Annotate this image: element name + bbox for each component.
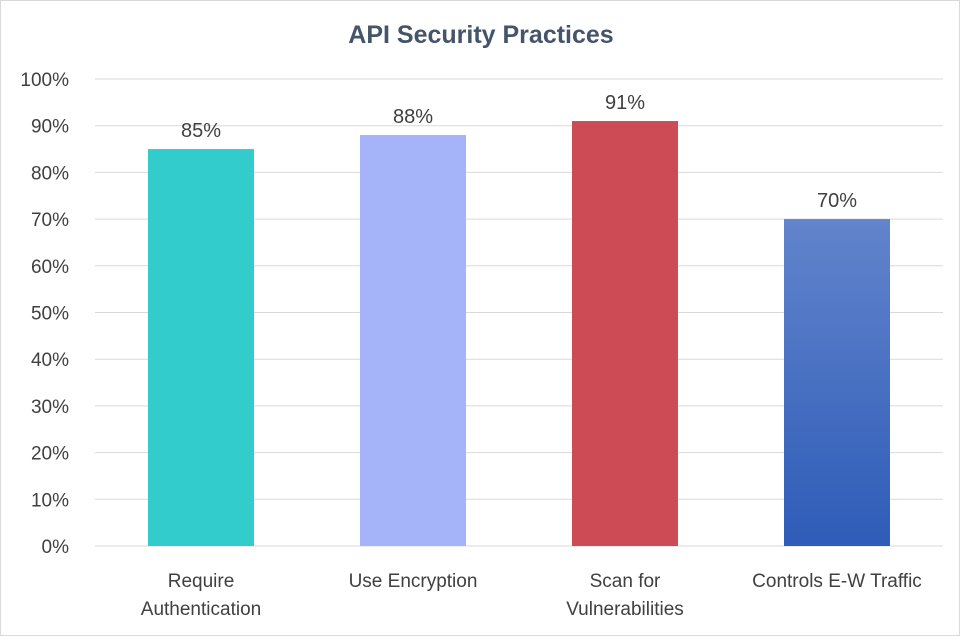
y-tick-label: 50% bbox=[31, 304, 69, 325]
y-tick-label: 90% bbox=[31, 117, 69, 138]
y-tick-label: 10% bbox=[31, 490, 69, 511]
bar bbox=[784, 219, 890, 546]
category-label: Require Authentication bbox=[141, 571, 261, 620]
bar bbox=[148, 149, 254, 547]
y-tick-label: 80% bbox=[31, 163, 69, 184]
y-tick-label: 60% bbox=[31, 257, 69, 278]
chart-title: API Security Practices bbox=[348, 21, 613, 49]
bar bbox=[572, 121, 678, 546]
category-label: Controls E-W Traffic bbox=[752, 571, 922, 592]
y-tick-label: 30% bbox=[31, 397, 69, 418]
y-tick-label: 100% bbox=[20, 70, 69, 91]
bar bbox=[360, 135, 466, 547]
y-tick-label: 0% bbox=[42, 537, 70, 558]
y-tick-label: 20% bbox=[31, 444, 69, 465]
category-label: Scan for Vulnerabilities bbox=[566, 571, 684, 620]
data-label: 88% bbox=[393, 106, 433, 128]
data-labels: 85% 88% 91% 70% bbox=[181, 92, 857, 212]
data-label: 91% bbox=[605, 92, 645, 114]
data-label: 70% bbox=[817, 190, 857, 212]
data-label: 85% bbox=[181, 120, 221, 142]
y-tick-label: 70% bbox=[31, 210, 69, 231]
y-tick-label: 40% bbox=[31, 350, 69, 371]
x-axis-category-labels: Require Authentication Use Encryption Scan … bbox=[141, 571, 922, 620]
category-label: Use Encryption bbox=[349, 571, 478, 592]
bars bbox=[148, 121, 890, 547]
y-axis-tick-labels: 0% 10% 20% 30% 40% 50% 60% 70% 80% 90% 100% bbox=[20, 70, 69, 558]
